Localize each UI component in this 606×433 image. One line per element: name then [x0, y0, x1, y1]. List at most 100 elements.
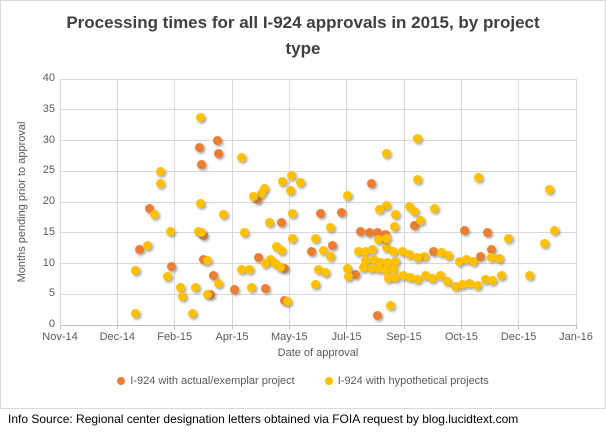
y-gridline [60, 109, 576, 111]
data-point-hypothetical [420, 251, 430, 261]
x-tick-label: May-15 [270, 331, 308, 343]
data-point-hypothetical [283, 296, 293, 306]
data-point-hypothetical [288, 233, 298, 243]
data-point-hypothetical [240, 227, 250, 237]
x-tick-label: Dec-14 [99, 331, 136, 343]
data-point-hypothetical [406, 272, 416, 282]
data-point-actual [144, 204, 154, 214]
data-point-hypothetical [405, 249, 415, 259]
data-point-hypothetical [366, 263, 376, 273]
data-point-actual [230, 285, 240, 295]
data-point-hypothetical [271, 259, 281, 268]
y-tick-label: 20 [42, 195, 55, 207]
data-point-hypothetical [286, 171, 296, 181]
data-point-hypothetical [385, 301, 395, 311]
data-point-hypothetical [260, 259, 270, 268]
data-point-actual [261, 283, 271, 293]
data-point-hypothetical [260, 183, 270, 193]
data-point-hypothetical [353, 247, 363, 257]
y-gridline [60, 232, 576, 234]
data-point-hypothetical [271, 241, 281, 251]
data-point-actual [350, 270, 360, 280]
data-point-hypothetical [457, 279, 467, 289]
x-tick-mark [231, 325, 233, 329]
data-point-actual [197, 159, 207, 169]
data-point-actual [253, 253, 263, 263]
data-point-hypothetical [367, 245, 377, 255]
data-point-hypothetical [454, 256, 464, 266]
data-point-hypothetical [163, 271, 173, 281]
data-point-actual [214, 148, 224, 158]
data-point-actual [487, 245, 497, 255]
data-point-hypothetical [428, 274, 438, 284]
data-point-hypothetical [472, 280, 482, 290]
y-gridline [60, 293, 576, 295]
data-point-hypothetical [480, 274, 490, 284]
data-point-hypothetical [443, 277, 453, 287]
data-point-hypothetical [412, 253, 422, 263]
x-axis-title: Date of approval [277, 347, 359, 359]
data-point-actual [306, 247, 316, 257]
data-point-hypothetical [313, 264, 323, 274]
x-tick-label: Apr-15 [215, 331, 249, 343]
source-note: Info Source: Regional center designation… [0, 409, 606, 433]
data-point-hypothetical [398, 247, 408, 257]
data-point-hypothetical [361, 247, 371, 257]
y-gridline [60, 78, 576, 80]
data-point-hypothetical [381, 265, 391, 275]
x-gridline [116, 79, 118, 325]
data-point-hypothetical [197, 228, 207, 238]
data-point-hypothetical [496, 271, 506, 281]
data-point-actual [428, 247, 438, 257]
data-point-hypothetical [382, 148, 392, 158]
data-point-hypothetical [237, 265, 247, 275]
y-gridline [60, 170, 576, 172]
data-point-actual [482, 228, 492, 238]
legend-label-hypothetical: I-924 with hypothetical projects [337, 375, 489, 387]
data-point-hypothetical [474, 172, 484, 182]
data-point-hypothetical [391, 272, 401, 282]
data-point-actual [277, 218, 287, 228]
y-tick-label: 35 [42, 102, 55, 115]
data-point-actual [135, 245, 145, 255]
data-point-actual [409, 221, 419, 231]
data-point-hypothetical [382, 200, 392, 210]
data-point-hypothetical [131, 266, 141, 276]
data-point-actual [460, 225, 470, 235]
data-point-hypothetical [277, 177, 287, 187]
data-point-hypothetical [256, 188, 266, 198]
data-point-hypothetical [374, 235, 384, 244]
x-gridline [174, 79, 176, 325]
data-point-hypothetical [177, 291, 187, 301]
data-point-hypothetical [413, 134, 423, 144]
legend-item-hypothetical: I-924 with hypothetical projects [324, 375, 489, 387]
data-point-hypothetical [381, 234, 391, 244]
data-point-hypothetical [130, 308, 140, 318]
y-tick-label: 10 [42, 256, 55, 269]
data-point-hypothetical [384, 273, 394, 283]
data-point-hypothetical [310, 279, 320, 289]
x-gridline [346, 79, 348, 325]
data-point-hypothetical [539, 239, 549, 249]
data-point-hypothetical [465, 278, 475, 288]
data-point-hypothetical [142, 241, 152, 251]
data-point-hypothetical [381, 243, 391, 252]
x-tick-mark [346, 325, 348, 329]
data-point-actual [198, 255, 208, 265]
data-point-hypothetical [310, 234, 320, 244]
data-point-actual [316, 208, 326, 218]
x-tick-label: Dec-15 [500, 331, 537, 343]
data-point-hypothetical [361, 255, 371, 265]
data-point-hypothetical [504, 233, 514, 243]
x-tick-label: Sep-15 [386, 331, 422, 343]
data-point-hypothetical [390, 257, 400, 267]
x-tick-label: Feb-15 [157, 331, 193, 343]
data-point-hypothetical [265, 218, 275, 228]
data-point-hypothetical [343, 263, 353, 273]
data-point-hypothetical [358, 263, 368, 273]
data-point-hypothetical [373, 263, 383, 273]
x-gridline [288, 79, 290, 325]
data-point-actual [373, 228, 383, 238]
data-point-hypothetical [285, 186, 295, 196]
legend-marker-hypothetical-icon [324, 377, 333, 385]
